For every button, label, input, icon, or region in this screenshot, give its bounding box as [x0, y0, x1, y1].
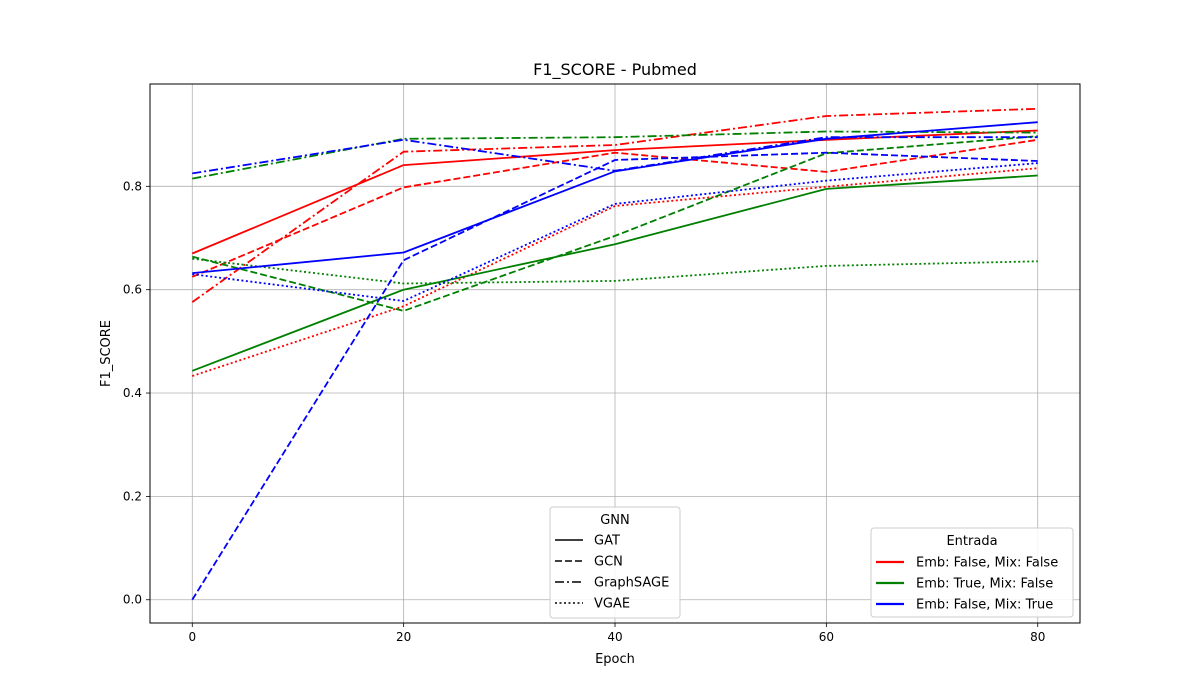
x-tick-label: 20	[396, 630, 411, 644]
legend-gnn-label: VGAE	[594, 597, 630, 612]
series-line-red-graphsage	[191, 107, 1038, 303]
chart-title: F1_SCORE - Pubmed	[533, 60, 697, 80]
x-tick-label: 80	[1030, 630, 1045, 644]
y-tick-label: 0.0	[123, 593, 142, 607]
legend-entrada-label: Emb: False, Mix: False	[916, 556, 1058, 571]
series-line-green-vgae	[192, 257, 1038, 285]
legend-gnn-label: GraphSAGE	[594, 576, 669, 591]
legend-entrada-label: Emb: True, Mix: False	[916, 577, 1053, 592]
series-line-blue-vgae	[192, 162, 1038, 302]
y-tick-label: 0.6	[123, 283, 142, 297]
series-line-green-gat	[191, 174, 1038, 372]
legend-entrada-title: Entrada	[946, 534, 997, 549]
y-axis-label: F1_SCORE	[99, 320, 114, 387]
legend-gnn-label: GCN	[594, 555, 623, 570]
legend-gnn: GNN GAT GCN GraphSAGE VGAE	[549, 506, 681, 619]
series-line-blue-gcn	[191, 151, 1038, 601]
series-line-red-vgae	[192, 167, 1038, 377]
y-tick-label: 0.4	[123, 386, 142, 400]
x-tick-label: 60	[819, 630, 834, 644]
legend-frame	[549, 506, 681, 619]
series-line-green-graphsage	[192, 130, 1038, 180]
y-tick-label: 0.2	[123, 489, 142, 503]
x-tick-label: 0	[188, 630, 196, 644]
x-axis-label: Epoch	[595, 652, 635, 667]
axis-ticks: 0 20 40 60 80 0.0 0.2 0.4 0.6 0.8	[123, 179, 1045, 644]
legend-gnn-title: GNN	[600, 513, 630, 528]
series-line-red-gcn	[191, 138, 1038, 278]
series-line-blue-graphsage	[192, 136, 1038, 175]
series-line-green-gcn	[192, 135, 1038, 312]
x-tick-label: 40	[607, 630, 622, 644]
y-tick-label: 0.8	[123, 179, 142, 193]
legend-entrada-label: Emb: False, Mix: True	[916, 598, 1053, 613]
legend-entrada: Entrada Emb: False, Mix: False Emb: True, …	[870, 527, 1074, 618]
series-layer	[191, 107, 1038, 601]
legend-gnn-label: GAT	[594, 534, 620, 549]
legend-frame	[870, 527, 1074, 618]
series-line-red-gat	[191, 129, 1038, 255]
